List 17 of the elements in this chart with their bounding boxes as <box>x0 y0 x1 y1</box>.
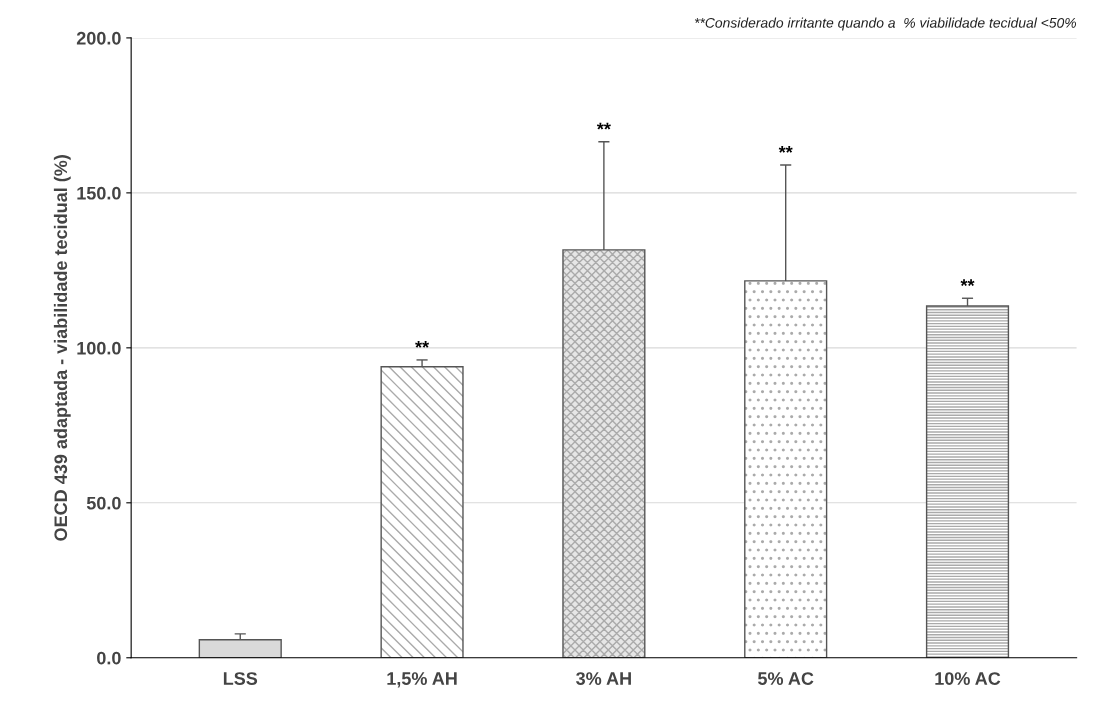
bar <box>198 639 282 658</box>
text: **Considerado irritante quando a % viabilidade tecidual <50% <box>694 17 1077 31</box>
x-tick-label: 5% AC <box>758 672 814 685</box>
x-tick-label: 1,5% AH <box>387 672 457 688</box>
y-tick-label: 150.0 <box>77 186 121 200</box>
x-tick-label: LSS <box>223 672 258 685</box>
y-tick-label: 50.0 <box>86 496 121 510</box>
annotation: ** <box>778 146 793 153</box>
y-tick-label: 100.0 <box>77 341 121 355</box>
annotation: ** <box>960 279 975 287</box>
y-tick-label: 0.0 <box>97 651 121 665</box>
annotation: ** <box>415 340 430 348</box>
x-tick-label: 10% AC <box>935 672 1001 685</box>
y-axis-title: OECD 439 adaptada - viabilidade tecidual (%) <box>53 155 71 541</box>
x-tick-label: 3% AH <box>576 672 631 685</box>
y-tick-label: 200.0 <box>76 31 121 45</box>
annotation: ** <box>596 122 611 130</box>
